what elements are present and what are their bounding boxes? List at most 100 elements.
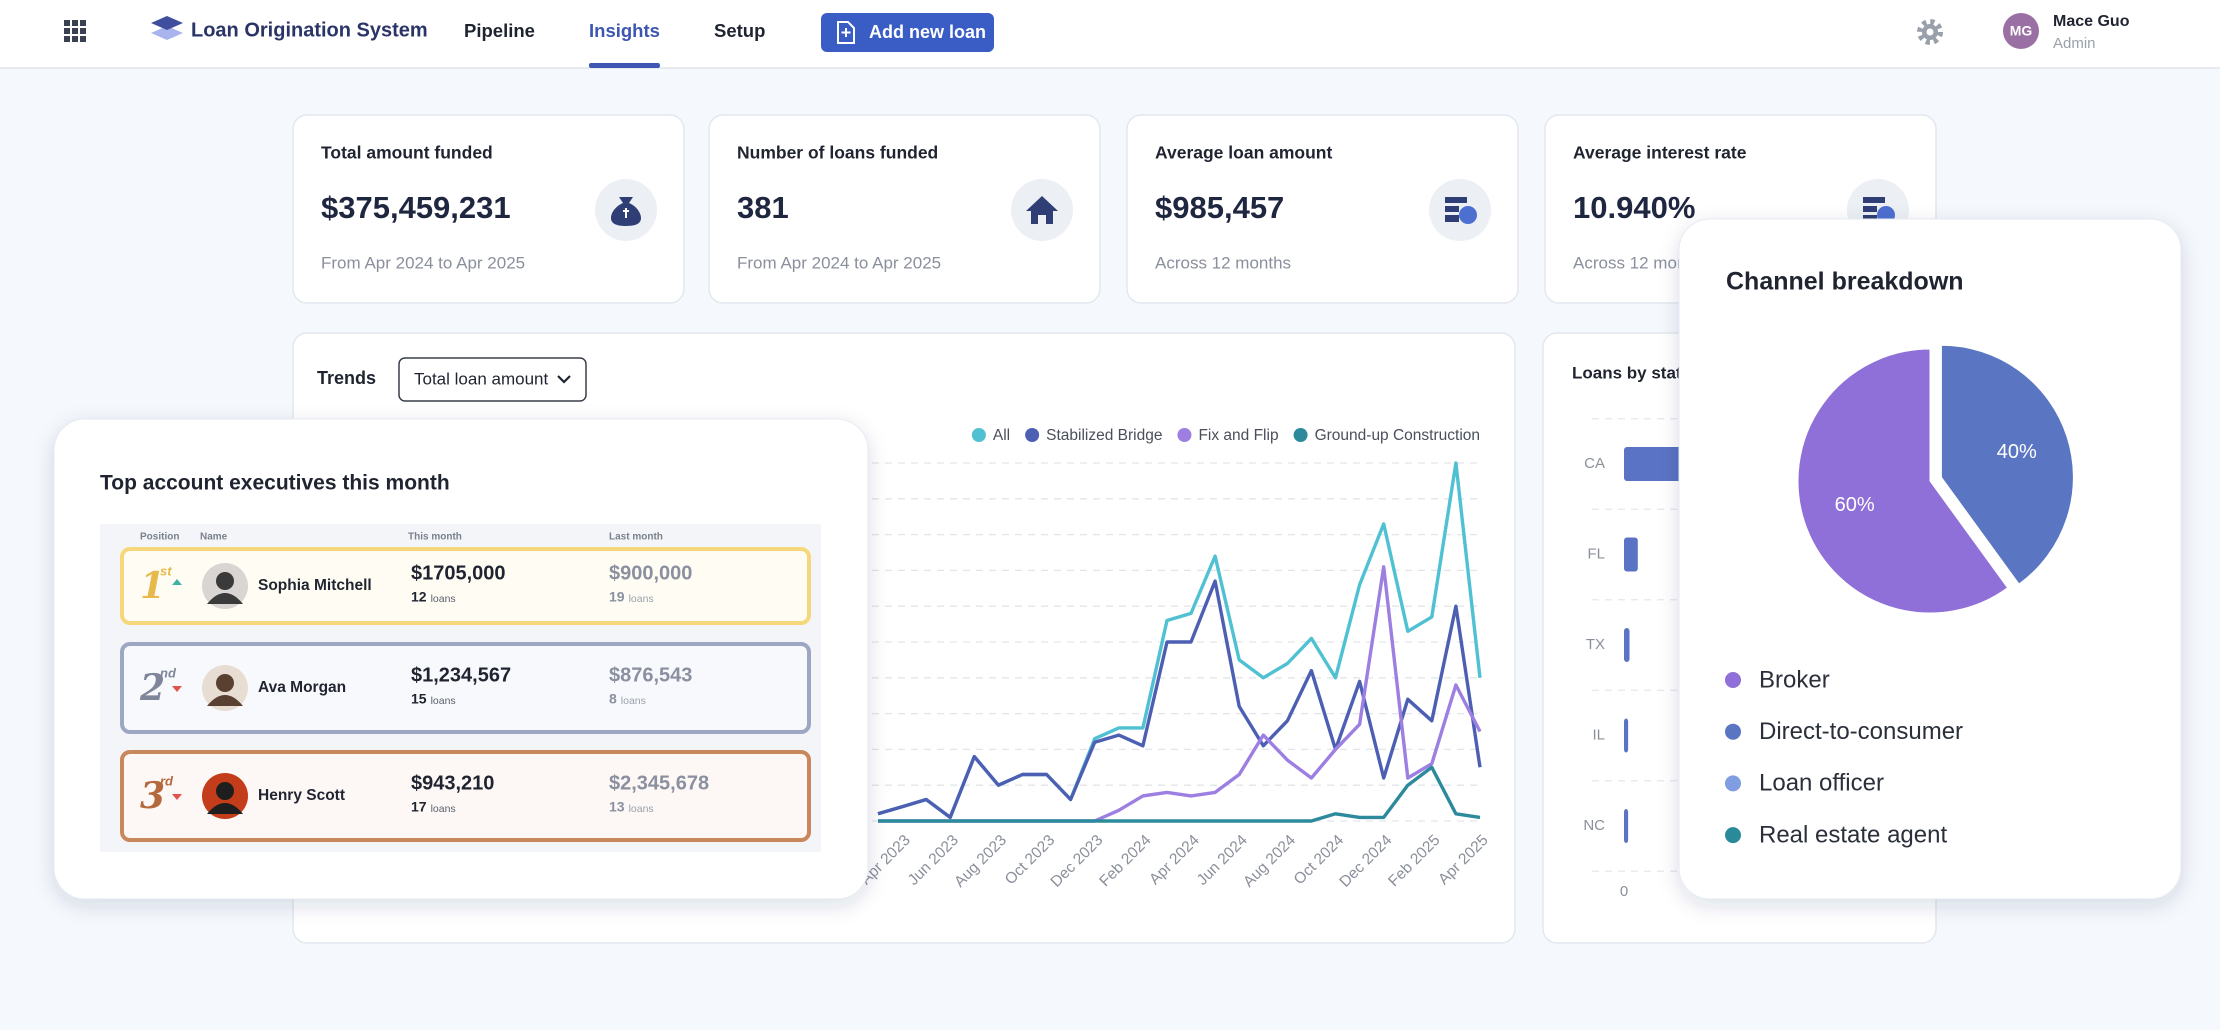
icon-coin [1459,206,1477,224]
dropdown-box[interactable] [398,357,587,402]
loan-unit: loans [629,593,654,605]
rank-suffix: nd [160,665,177,680]
rank-number: 3 [140,775,165,817]
button-label[interactable]: Add new loan [869,22,986,42]
pie-slice [1797,348,2009,614]
amount: $1,234,567 [411,664,511,686]
dropdown-value[interactable]: Total loan amount [414,369,548,388]
loan-count: 8 [609,691,617,707]
loan-unit: loans [629,803,654,815]
top-executives-card: Top account executives this month Positi… [53,418,869,900]
user-initials[interactable]: MG [2010,23,2033,39]
exec-name: Henry Scott [258,787,345,804]
legend-label: Stabilized Bridge [1046,427,1162,444]
loan-count: 15 [411,691,427,707]
trends-label: Trends [317,368,376,388]
kpi-card: Number of loans funded 381 From Apr 2024 t… [708,114,1101,304]
nav-item[interactable]: Setup [714,20,765,41]
kpi-value: 10.940% [1573,190,1695,225]
button-icon-plus [841,28,851,37]
row-frame [120,547,811,625]
legend-swatch [1725,827,1741,844]
legend-label: Real estate agent [1759,821,1947,848]
legend-label: Loan officer [1759,770,1884,797]
avatar-body [207,695,243,706]
loan-count: 19 [609,589,625,605]
kpi-title: Total amount funded [321,143,493,163]
kpi-title: Number of loans funded [737,143,938,163]
y-tick-label: NC [1583,817,1605,834]
kpi-icon-background [1429,179,1491,241]
legend-swatch [1025,428,1040,442]
amount: $900,000 [609,562,692,584]
nav-item[interactable]: Pipeline [464,20,535,41]
table-row[interactable]: 1st Sophia Mitchell $1705,000 12 loans $900,0… [120,547,811,625]
legend-swatch [971,428,986,442]
loan-count: 13 [609,799,625,815]
line-series [877,579,1482,820]
avatar-head [216,674,234,692]
slice-label: 40% [1997,441,2037,463]
legend-swatch [1177,428,1192,442]
avatar-body [207,803,243,814]
legend-swatch [1725,775,1741,792]
chart-title: Channel breakdown [1726,268,1964,296]
legend-label: Broker [1759,666,1830,693]
header-bar [0,0,2220,68]
kpi-value: $985,457 [1155,190,1284,225]
amount: $876,543 [609,664,692,686]
settings-icon[interactable] [1917,19,1943,45]
amount: $2,345,678 [609,772,709,794]
kpi-note: Across 12 months [1155,253,1291,272]
add-loan-button[interactable]: Add new loan [821,13,994,52]
y-tick-label: CA [1584,455,1605,472]
loan-unit: loans [431,695,456,707]
column-header: This month [408,532,462,543]
card [708,114,1101,304]
rank-number: 2 [139,667,165,709]
nav-item[interactable]: Insights [589,20,660,41]
logo-text[interactable]: Loan Origination System [191,19,428,41]
row-frame [120,750,811,842]
table-row[interactable]: 3rd Henry Scott $943,210 17 loans $2,345,678 1… [120,750,811,842]
logo-icon [151,16,183,40]
amount: $1705,000 [411,562,506,584]
header: Loan Origination System Pipeline Insight… [0,0,2220,69]
kpi-icon [1445,197,1477,224]
chart-title: Loans by state [1572,363,1691,382]
kpi-card: Average loan amount $985,457 Across 12 mon… [1126,114,1519,304]
kpi-card: Total amount funded $375,459,231 From Apr … [292,114,685,304]
icon-house [1026,196,1058,224]
card [1126,114,1519,304]
x-tick-label: 0 [1620,883,1628,900]
loan-unit: loans [431,593,456,605]
amount: $943,210 [411,772,494,794]
user-role: Admin [2053,35,2096,52]
icon-ledger [1445,197,1467,222]
slice-label: 60% [1835,494,1875,516]
icon-ledger [1863,197,1885,222]
app-grid-icon[interactable] [64,20,86,42]
line-series [878,765,1481,823]
metric-dropdown[interactable]: Total loan amount [398,357,587,402]
trend-arrow [172,579,182,585]
channel-card: Channel breakdown 60% 40% Broker Direct-to-c… [1678,218,2182,900]
y-tick-label: FL [1587,545,1605,562]
legend-swatch [1725,672,1741,688]
row-frame [120,642,811,734]
user-avatar[interactable] [2003,13,2039,49]
kpi-note: From Apr 2024 to Apr 2025 [321,253,525,272]
kpi-value: $375,459,231 [321,190,511,225]
kpi-note: Across 12 months [1573,253,1709,272]
avatar-body [207,593,243,604]
kpi-title: Average interest rate [1573,143,1747,163]
kpi-title: Average loan amount [1155,143,1332,163]
card [292,114,685,304]
bar [1624,628,1630,662]
button-background[interactable] [821,13,994,52]
rank-number: 1 [140,565,165,607]
exec-name: Sophia Mitchell [258,577,372,594]
kpi-value: 381 [737,190,789,225]
loan-count: 17 [411,799,427,815]
